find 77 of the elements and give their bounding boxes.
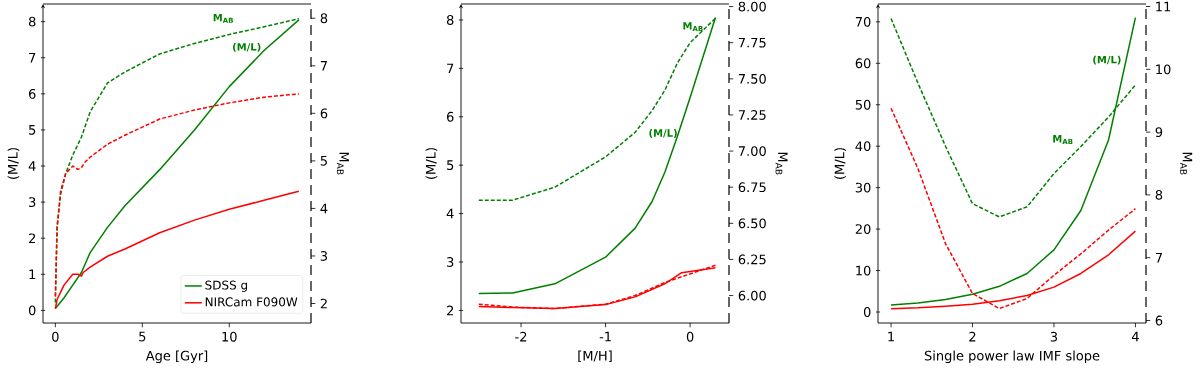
y-tick-label: 6 <box>446 111 454 122</box>
y-tick-label: 3 <box>29 197 36 208</box>
y-tick-label: 7 <box>29 53 36 63</box>
x-axis-title: [M/H] <box>578 350 612 363</box>
y2-tick-label: 6.75 <box>738 182 766 193</box>
y2-tick-label: 10 <box>1156 64 1171 75</box>
legend-label: SDSS g <box>205 280 248 292</box>
x-tick-label: 1 <box>888 331 894 342</box>
y2-tick-label: 7 <box>320 61 327 71</box>
y2-axis-title: M$_{AB}$ <box>336 152 349 175</box>
y2-tick-label: 6 <box>1155 315 1163 326</box>
line-series <box>54 190 300 310</box>
y-tick-label: 0 <box>863 307 871 317</box>
y2-tick-label: 3 <box>320 251 328 261</box>
y-tick-label: 50 <box>855 99 871 110</box>
y2-tick-label: 6.50 <box>738 218 766 229</box>
y-tick-label: 3 <box>447 257 454 267</box>
y2-tick-label: 8 <box>320 13 328 24</box>
y-tick-label: 1 <box>29 269 36 280</box>
annotation: M$_{AB}$ <box>683 22 703 32</box>
annotation: M$_{AB}$ <box>1053 135 1073 145</box>
y-tick-label: 40 <box>855 141 871 152</box>
y-tick-label: 10 <box>856 265 871 276</box>
y2-tick-label: 9 <box>1155 127 1163 138</box>
x-tick-label: -1 <box>599 331 611 342</box>
y2-tick-label: 2 <box>320 298 327 309</box>
x-tick-label: 0 <box>52 331 59 342</box>
annotation: (M/L) <box>232 42 261 52</box>
y-tick-label: 5 <box>29 125 36 135</box>
annotation: (M/L) <box>1093 55 1121 65</box>
y2-tick-label: 7.75 <box>738 37 766 48</box>
y-tick-label: 2 <box>29 233 36 244</box>
y-tick-label: 2 <box>447 305 454 316</box>
y2-tick-label: 8.00 <box>738 1 766 12</box>
y2-tick-label: 7.50 <box>738 73 766 84</box>
y2-tick-label: 7.00 <box>738 146 766 156</box>
y2-tick-label: 11 <box>1156 1 1171 12</box>
line-series <box>54 93 300 298</box>
y-tick-label: 8 <box>446 15 454 25</box>
annotation: (M/L) <box>649 129 677 138</box>
y-tick-label: 7 <box>447 63 454 74</box>
y-tick-label: 5 <box>447 160 454 171</box>
y2-tick-label: 7.25 <box>738 110 766 120</box>
x-tick-label: 3 <box>1050 331 1058 342</box>
x-axis-title: Single power law IMF slope <box>924 350 1100 364</box>
y-tick-label: 20 <box>855 224 871 235</box>
x-tick-label: -2 <box>515 331 527 342</box>
x-tick-label: 4 <box>1131 331 1139 342</box>
y-tick-label: 0 <box>28 305 36 316</box>
y2-axis-title: M$_{AB}$ <box>775 152 788 175</box>
legend-label: NIRCam F090W <box>205 297 298 307</box>
y2-tick-label: 4 <box>320 203 328 214</box>
y-axis-title: (M/L) <box>7 148 20 179</box>
y2-tick-label: 8 <box>1155 189 1163 200</box>
y2-tick-label: 7 <box>1155 252 1162 263</box>
y-tick-label: 6 <box>28 88 36 99</box>
y-tick-label: 30 <box>855 182 871 193</box>
y2-tick-label: 6.25 <box>738 254 766 265</box>
y2-axis-title: M$_{AB}$ <box>1180 152 1193 175</box>
x-tick-label: 10 <box>222 331 237 342</box>
y2-tick-label: 6.00 <box>738 290 766 301</box>
y-tick-label: 4 <box>446 208 454 219</box>
y2-tick-label: 5 <box>320 156 327 166</box>
line-series <box>890 107 1137 310</box>
line-series <box>890 16 1137 306</box>
x-tick-label: 5 <box>139 331 146 342</box>
y-tick-label: 60 <box>855 58 871 69</box>
x-tick-label: 0 <box>686 331 694 342</box>
y-tick-label: 4 <box>28 161 36 171</box>
annotation: M$_{AB}$ <box>213 13 233 23</box>
y2-tick-label: 6 <box>320 108 328 119</box>
x-axis-title: Age [Gyr] <box>145 350 208 364</box>
y-tick-label: 70 <box>855 16 871 27</box>
x-tick-label: 2 <box>969 331 976 342</box>
y-axis-title: (M/L) <box>425 148 438 179</box>
y-axis-title: (M/L) <box>834 148 846 179</box>
y-tick-label: 8 <box>28 16 36 27</box>
